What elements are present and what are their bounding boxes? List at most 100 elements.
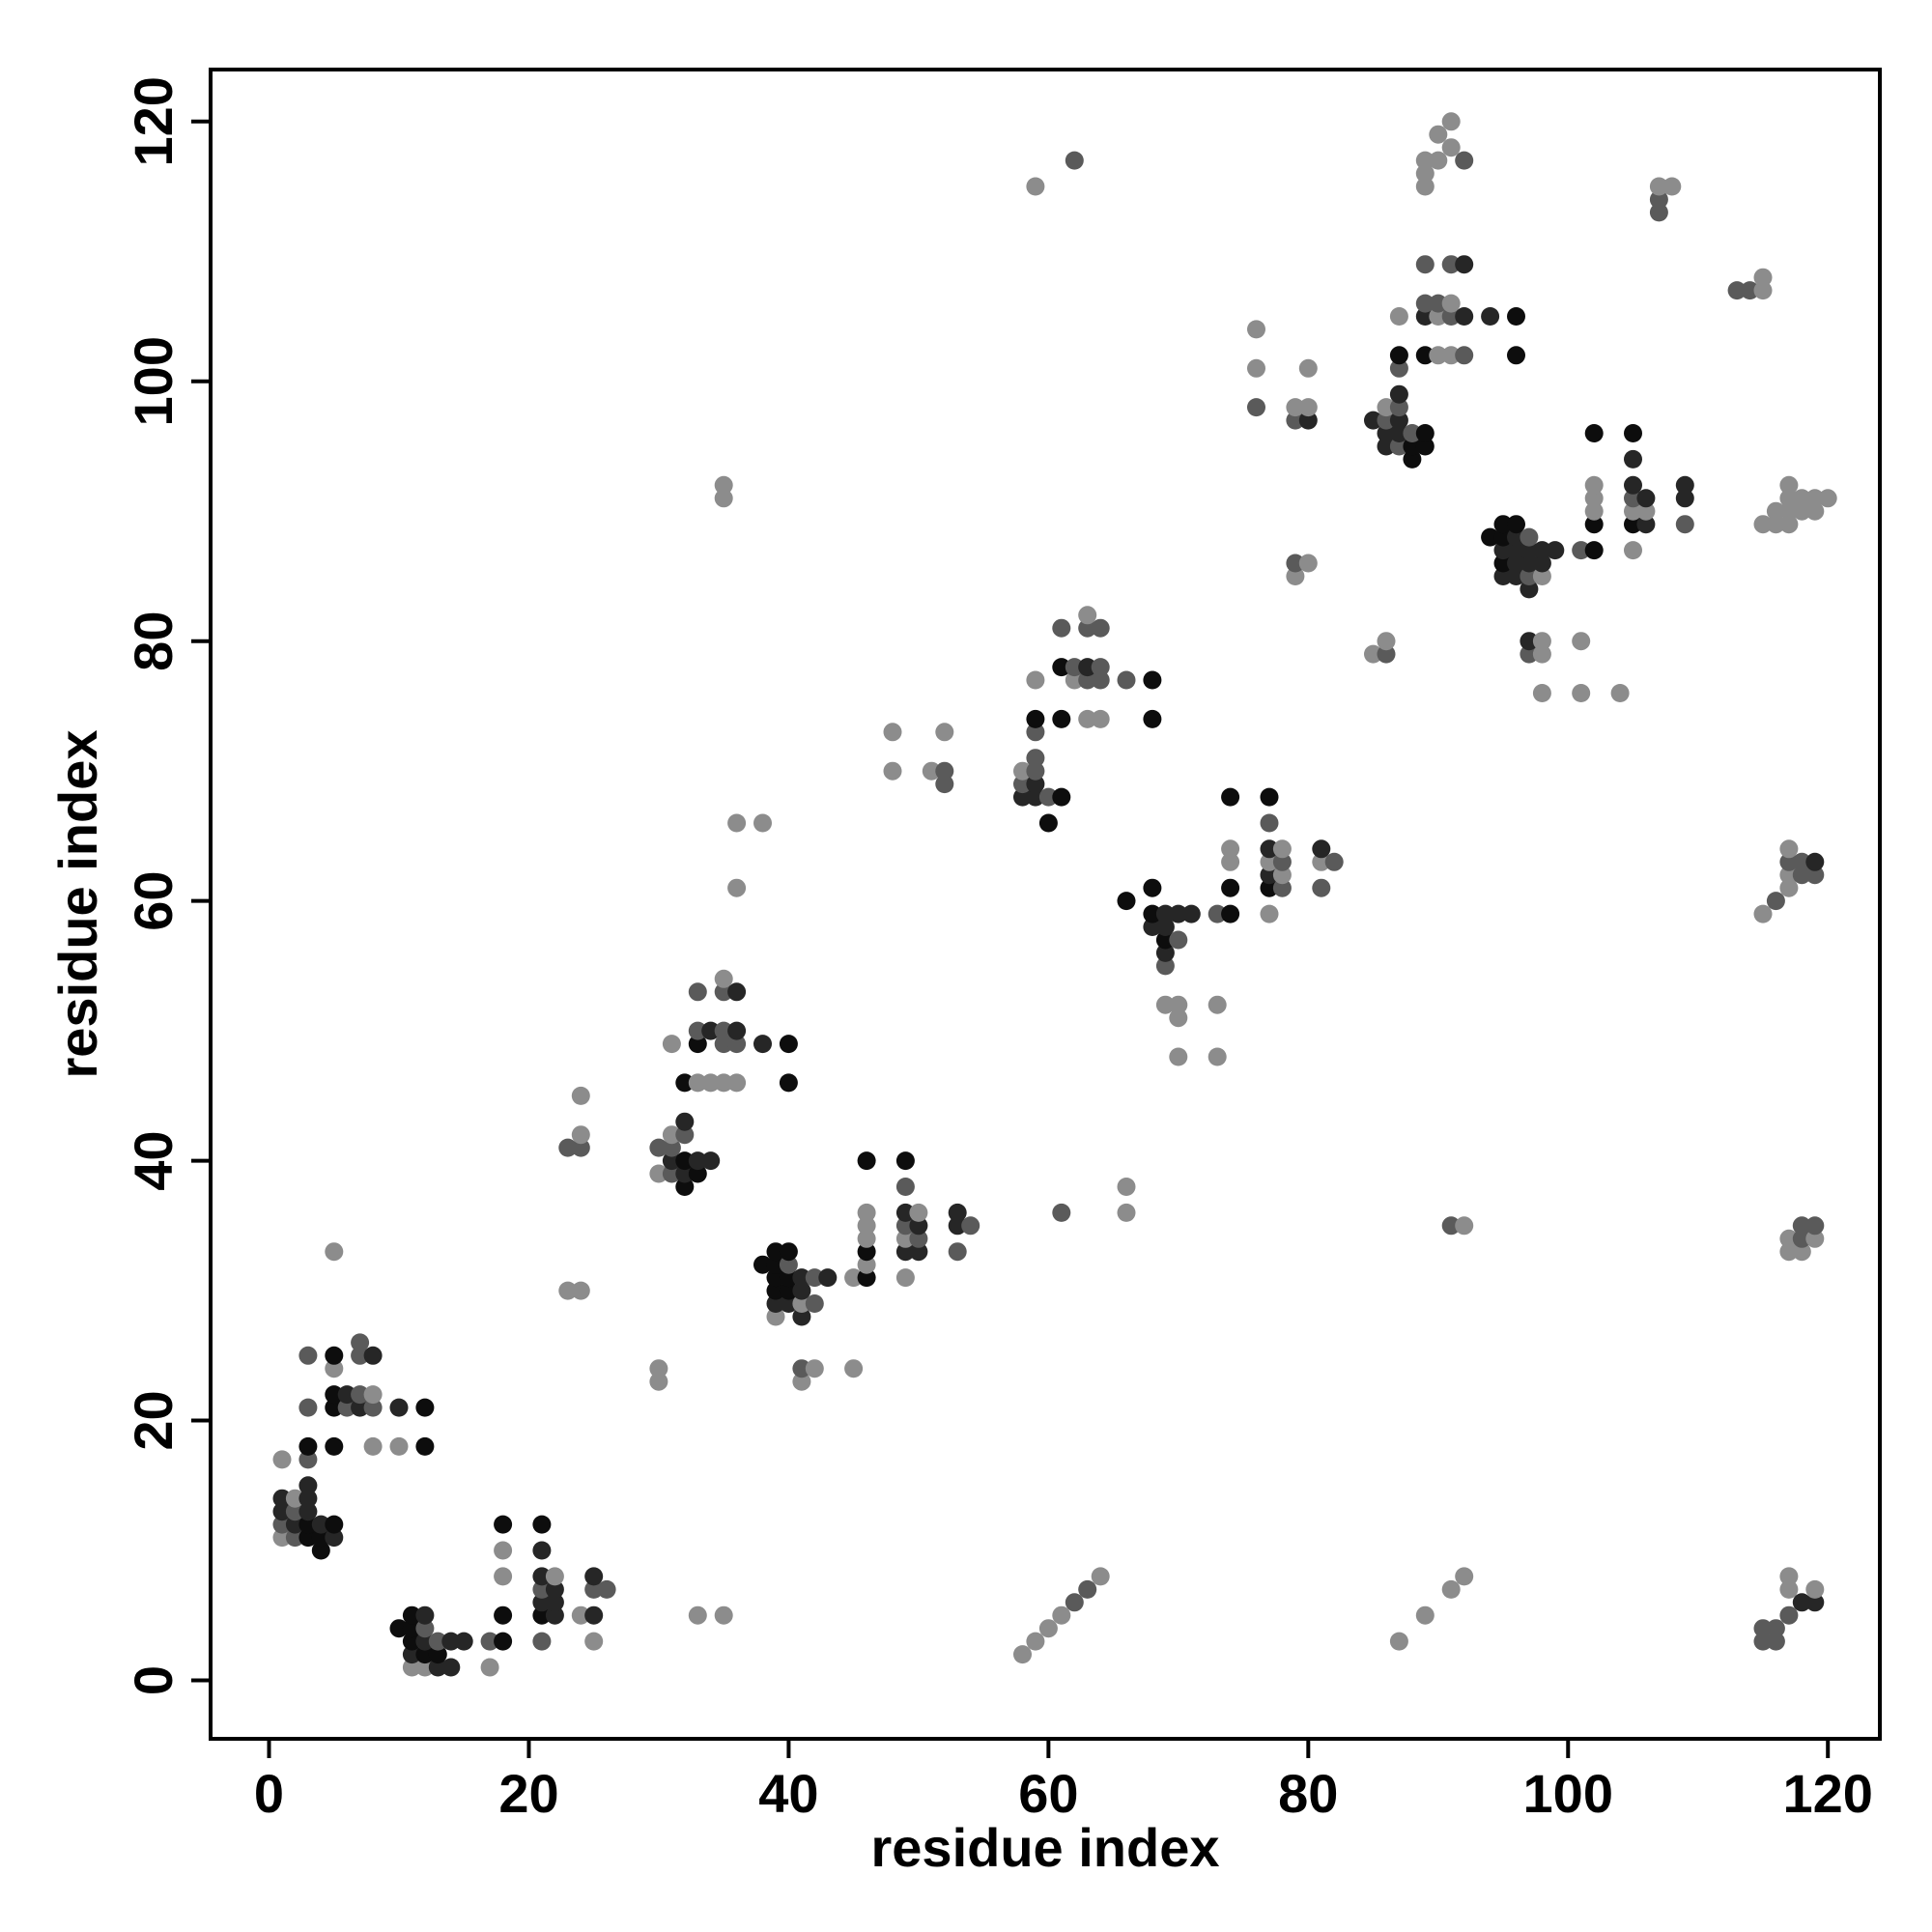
contact-point: [1143, 878, 1162, 897]
contact-point: [805, 1359, 824, 1378]
contact-point: [325, 1515, 344, 1534]
contact-point: [1441, 1216, 1461, 1236]
contact-point: [1272, 878, 1292, 897]
contact-point: [649, 1138, 668, 1157]
contact-point: [1247, 320, 1265, 339]
contact-point: [1532, 684, 1551, 702]
contact-point: [1520, 644, 1539, 664]
contact-point: [766, 1307, 785, 1326]
contact-point: [844, 1359, 864, 1378]
contact-point: [779, 1268, 798, 1288]
contact-point: [1779, 489, 1799, 508]
contact-point: [298, 1476, 318, 1495]
contact-point: [1792, 1242, 1811, 1262]
contact-point: [662, 1138, 681, 1157]
contact-point: [792, 1307, 811, 1326]
contact-point: [779, 1294, 798, 1313]
contact-point: [1675, 515, 1694, 534]
contact-point: [1389, 424, 1408, 442]
contact-point: [402, 1645, 421, 1664]
contact-point: [545, 1593, 564, 1612]
contact-point: [1779, 839, 1799, 859]
contact-point: [1377, 398, 1396, 417]
contact-point: [1636, 501, 1656, 521]
contact-point: [415, 1658, 435, 1677]
contact-point: [1377, 437, 1396, 456]
contact-point: [272, 1489, 292, 1508]
contact-point: [1441, 138, 1461, 157]
contact-point: [325, 1346, 344, 1365]
contact-point: [895, 1216, 915, 1236]
contact-point: [1792, 866, 1811, 885]
contact-point: [1155, 956, 1175, 976]
contact-point: [1572, 541, 1591, 560]
y-tick-label: 80: [123, 611, 184, 671]
y-tick-label: 0: [123, 1665, 184, 1695]
contact-point: [909, 1229, 928, 1248]
contact-point: [1403, 449, 1422, 469]
contact-point: [1065, 151, 1084, 170]
contact-point: [948, 1216, 967, 1236]
contact-point: [285, 1502, 304, 1521]
contact-point: [1052, 658, 1071, 677]
contact-point: [1415, 294, 1435, 313]
contact-point: [935, 775, 954, 794]
contact-point: [272, 1528, 292, 1548]
contact-point: [351, 1398, 370, 1417]
contact-point: [298, 1398, 318, 1417]
contact-point: [1584, 501, 1604, 521]
contact-point: [1312, 839, 1331, 859]
contact-point: [1766, 515, 1785, 534]
contact-point: [1584, 424, 1604, 442]
contact-point: [1779, 1605, 1799, 1625]
contact-point: [494, 1515, 513, 1534]
contact-point: [792, 1268, 811, 1288]
contact-point: [1377, 632, 1396, 651]
contact-point: [1389, 398, 1408, 417]
contact-point: [1260, 878, 1279, 897]
contact-point: [325, 1398, 344, 1417]
contact-point: [1026, 787, 1045, 807]
contact-point: [1091, 670, 1110, 690]
contact-point: [1649, 203, 1668, 222]
contact-point: [1493, 567, 1513, 585]
contact-point: [675, 1164, 695, 1183]
y-tick-label: 60: [123, 870, 184, 930]
y-tick-label: 100: [123, 336, 184, 426]
contact-point: [714, 475, 733, 495]
contact-point: [1091, 618, 1110, 638]
contact-point: [649, 1372, 668, 1391]
contact-point: [1155, 995, 1175, 1014]
contact-point: [766, 1294, 785, 1313]
contact-point: [1415, 346, 1435, 365]
contact-point: [1741, 281, 1759, 300]
contact-point: [857, 1268, 876, 1288]
contact-point: [389, 1398, 409, 1417]
contact-point: [337, 1398, 356, 1417]
contact-point: [948, 1242, 967, 1262]
contact-point: [1143, 709, 1162, 728]
contact-point: [1038, 787, 1058, 807]
contact-point: [1624, 501, 1642, 521]
x-axis: 0 20 40 60 80 100 120: [254, 1739, 1873, 1824]
contact-point: [1727, 281, 1747, 300]
contact-point: [895, 1229, 915, 1248]
contact-point: [1260, 866, 1279, 885]
y-axis: 0 20 40 60 80 100 120: [123, 76, 211, 1695]
contact-point: [1389, 384, 1408, 404]
contact-point: [727, 1035, 747, 1054]
contact-point: [935, 761, 954, 781]
contact-point: [688, 982, 707, 1002]
contact-point: [1805, 1229, 1825, 1248]
contact-point: [298, 1515, 318, 1534]
contact-point: [844, 1268, 864, 1288]
contact-point: [675, 1178, 695, 1196]
contact-point: [805, 1268, 824, 1288]
contact-point: [1649, 177, 1668, 196]
contact-point: [857, 1229, 876, 1248]
contact-point: [1078, 670, 1097, 690]
contact-point: [701, 1021, 721, 1040]
contact-point: [701, 1151, 721, 1171]
contact-point: [1403, 437, 1422, 456]
contact-point: [1298, 411, 1318, 430]
